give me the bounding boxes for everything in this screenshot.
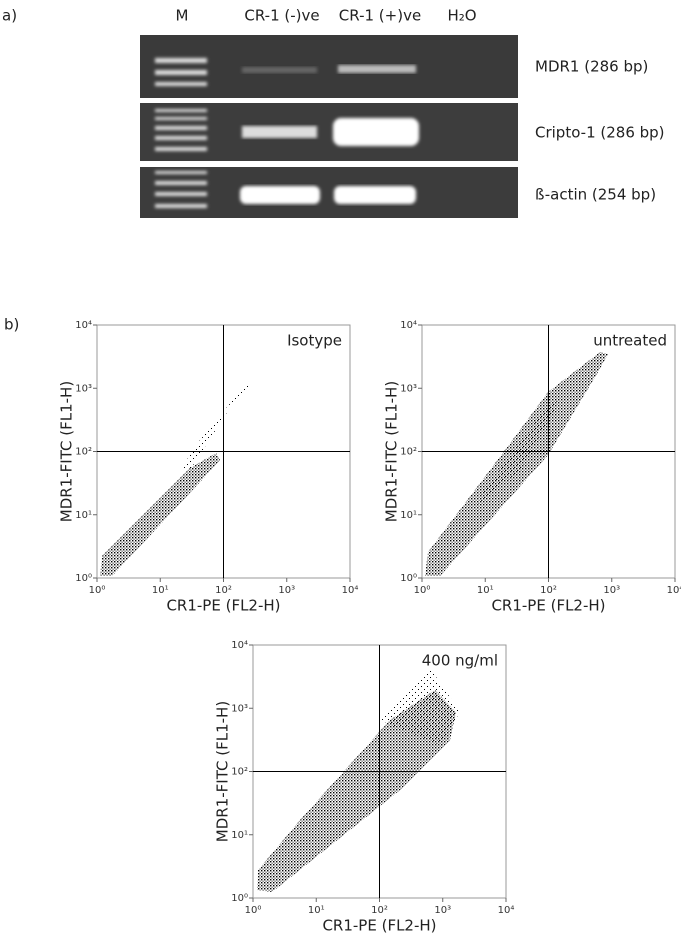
y-axis-label: MDR1-FITC (FL1-H) xyxy=(214,701,232,842)
x-tick-label: 10⁰ xyxy=(245,905,262,916)
x-tick-label: 10⁰ xyxy=(414,585,431,596)
x-tick-label: 10² xyxy=(215,585,232,596)
x-axis-label: CR1-PE (FL2-H) xyxy=(491,597,605,615)
x-tick-label: 10¹ xyxy=(477,585,494,596)
x-axis-label: CR1-PE (FL2-H) xyxy=(166,597,280,615)
band-label: Cripto-1 (286 bp) xyxy=(535,124,665,142)
y-tick-label: 10¹ xyxy=(400,510,417,521)
y-tick-label: 10² xyxy=(75,447,92,458)
y-tick-label: 10⁰ xyxy=(231,893,248,904)
x-tick-label: 10⁰ xyxy=(89,585,106,596)
x-tick-label: 10¹ xyxy=(308,905,325,916)
y-tick-label: 10³ xyxy=(75,383,92,394)
x-tick-label: 10³ xyxy=(603,585,620,596)
annotation: 400 ng/ml xyxy=(422,652,498,670)
y-axis-label: MDR1-FITC (FL1-H) xyxy=(58,381,76,522)
x-tick-label: 10⁴ xyxy=(342,585,359,596)
annotation: untreated xyxy=(593,332,667,350)
y-tick-label: 10² xyxy=(231,767,248,778)
x-tick-label: 10² xyxy=(371,905,388,916)
x-tick-label: 10¹ xyxy=(152,585,169,596)
lane-label: CR-1 (+)ve xyxy=(339,7,421,25)
y-tick-label: 10⁰ xyxy=(400,573,417,584)
lane-label: H₂O xyxy=(447,7,476,25)
x-tick-label: 10³ xyxy=(278,585,295,596)
x-tick-label: 10⁴ xyxy=(667,585,681,596)
y-tick-label: 10⁴ xyxy=(231,640,248,651)
x-tick-label: 10³ xyxy=(434,905,451,916)
lane-label: CR-1 (-)ve xyxy=(244,7,319,25)
panel-label: a) xyxy=(2,7,17,25)
y-tick-label: 10⁰ xyxy=(75,573,92,584)
y-axis-label: MDR1-FITC (FL1-H) xyxy=(383,381,401,522)
y-tick-label: 10³ xyxy=(231,703,248,714)
y-tick-label: 10¹ xyxy=(231,830,248,841)
x-tick-label: 10² xyxy=(540,585,557,596)
y-tick-label: 10³ xyxy=(400,383,417,394)
band-label: ß-actin (254 bp) xyxy=(535,186,656,204)
lane-label: M xyxy=(176,7,189,25)
y-tick-label: 10⁴ xyxy=(75,320,92,331)
y-tick-label: 10¹ xyxy=(75,510,92,521)
y-tick-label: 10⁴ xyxy=(400,320,417,331)
annotation: Isotype xyxy=(287,332,342,350)
x-axis-label: CR1-PE (FL2-H) xyxy=(322,917,436,935)
band-label: MDR1 (286 bp) xyxy=(535,58,648,76)
gel xyxy=(140,35,518,218)
panel-label: b) xyxy=(4,316,19,334)
event-cloud xyxy=(100,352,608,892)
x-tick-label: 10⁴ xyxy=(498,905,515,916)
y-tick-label: 10² xyxy=(400,447,417,458)
